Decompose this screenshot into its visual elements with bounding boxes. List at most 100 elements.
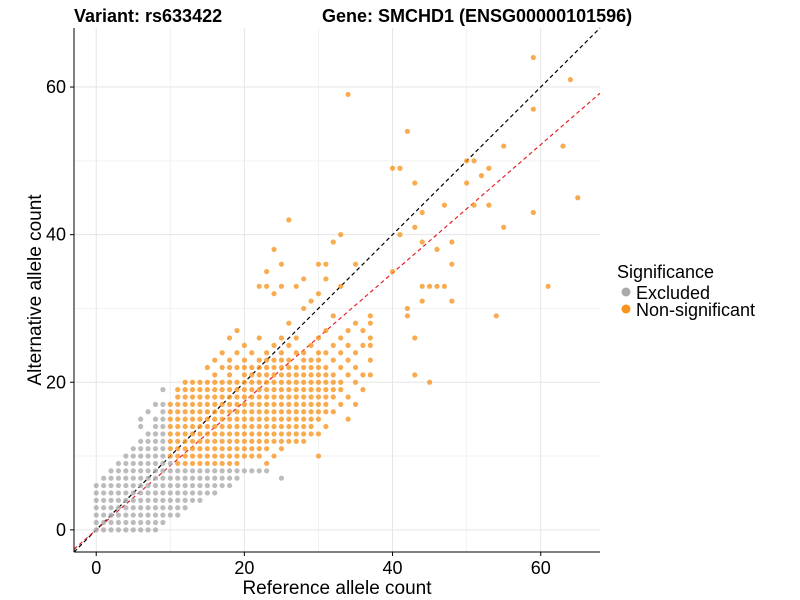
point-non-significant-342 (367, 335, 373, 341)
point-non-significant-267 (308, 423, 314, 430)
point-excluded-50 (130, 490, 136, 496)
point-non-significant-48 (197, 423, 203, 430)
point-excluded-10 (101, 505, 107, 511)
point-non-significant-98 (226, 446, 233, 452)
point-excluded-77 (145, 475, 151, 481)
point-excluded-81 (145, 446, 151, 452)
point-excluded-166 (256, 468, 262, 474)
point-non-significant-54 (197, 379, 203, 385)
point-non-significant-182 (264, 379, 270, 385)
point-excluded-52 (130, 475, 136, 481)
y-tick-label-20: 20 (46, 372, 66, 392)
point-excluded-3 (93, 505, 99, 511)
point-excluded-121 (167, 482, 173, 489)
point-excluded-100 (160, 519, 166, 526)
point-non-significant-105 (226, 394, 233, 400)
point-non-significant-59 (204, 431, 210, 437)
point-non-significant-246 (293, 372, 299, 378)
point-non-significant-66 (204, 379, 210, 385)
point-non-significant-143 (249, 446, 255, 452)
point-non-significant-11 (175, 438, 181, 444)
point-non-significant-24 (182, 423, 188, 430)
point-non-significant-224 (286, 423, 292, 430)
point-non-significant-234 (286, 342, 292, 348)
point-excluded-69 (138, 438, 144, 444)
point-excluded-30 (115, 482, 122, 489)
point-non-significant-355 (412, 180, 418, 186)
point-excluded-122 (167, 475, 173, 481)
point-non-significant-221 (278, 261, 285, 267)
point-excluded-155 (212, 468, 218, 474)
point-excluded-17 (108, 512, 114, 518)
major-gridlines (74, 28, 600, 552)
point-excluded-94 (152, 453, 159, 459)
point-non-significant-135 (241, 394, 247, 400)
point-non-significant-217 (278, 357, 285, 363)
point-non-significant-273 (308, 379, 314, 385)
point-non-significant-102 (226, 416, 233, 422)
point-non-significant-268 (308, 416, 314, 422)
point-non-significant-319 (338, 350, 344, 356)
chart-title-gene: Gene: SMCHD1 (ENSG00000101596) (322, 6, 632, 26)
legend-key-non-significant (621, 304, 631, 314)
point-non-significant-255 (301, 409, 307, 415)
point-non-significant-254 (301, 416, 307, 422)
point-non-significant-68 (212, 460, 218, 467)
point-excluded-134 (182, 490, 188, 496)
point-non-significant-163 (256, 401, 262, 407)
point-non-significant-316 (338, 387, 344, 393)
point-non-significant-275 (308, 364, 314, 371)
point-non-significant-256 (301, 401, 307, 407)
point-non-significant-159 (256, 431, 262, 437)
point-excluded-38 (123, 497, 129, 503)
point-excluded-2 (93, 512, 99, 518)
point-excluded-133 (182, 497, 188, 503)
point-non-significant-297 (323, 394, 329, 400)
point-non-significant-192 (271, 423, 277, 430)
point-non-significant-337 (360, 372, 366, 378)
point-non-significant-204 (271, 246, 277, 253)
point-excluded-68 (138, 446, 144, 452)
point-non-significant-323 (345, 416, 351, 422)
legend-key-excluded (621, 287, 631, 297)
point-excluded-63 (138, 482, 144, 489)
point-excluded-146 (197, 475, 203, 481)
point-non-significant-58 (204, 438, 210, 444)
point-non-significant-101 (226, 423, 233, 430)
point-non-significant-326 (345, 357, 351, 363)
point-non-significant-27 (182, 401, 188, 407)
point-non-significant-248 (293, 350, 299, 356)
point-excluded-70 (145, 527, 151, 533)
point-non-significant-371 (464, 158, 470, 164)
point-non-significant-258 (301, 387, 307, 393)
point-non-significant-30 (182, 379, 188, 385)
point-excluded-89 (152, 490, 159, 496)
point-excluded-154 (212, 475, 218, 481)
point-non-significant-123 (234, 379, 240, 385)
point-non-significant-83 (219, 453, 225, 459)
point-non-significant-94 (219, 364, 225, 371)
point-non-significant-313 (330, 313, 336, 319)
point-non-significant-330 (352, 401, 359, 407)
point-excluded-57 (138, 527, 144, 533)
series-non-significant (167, 54, 581, 467)
point-excluded-86 (152, 512, 159, 518)
point-non-significant-281 (315, 416, 322, 422)
point-non-significant-309 (330, 379, 336, 385)
point-excluded-28 (115, 497, 122, 503)
point-non-significant-88 (219, 416, 225, 422)
point-excluded-157 (219, 475, 225, 481)
point-excluded-93 (152, 460, 159, 467)
point-non-significant-280 (315, 431, 322, 437)
point-non-significant-272 (308, 387, 314, 393)
point-non-significant-173 (264, 446, 270, 452)
point-non-significant-253 (301, 423, 307, 430)
legend-label-non-significant: Non-significant (636, 300, 755, 320)
point-non-significant-154 (249, 364, 255, 371)
point-non-significant-119 (234, 409, 240, 415)
point-non-significant-69 (212, 453, 218, 459)
point-non-significant-131 (241, 423, 247, 430)
point-excluded-59 (138, 512, 144, 518)
x-tick-label-40: 40 (383, 558, 403, 578)
point-non-significant-368 (449, 261, 455, 267)
